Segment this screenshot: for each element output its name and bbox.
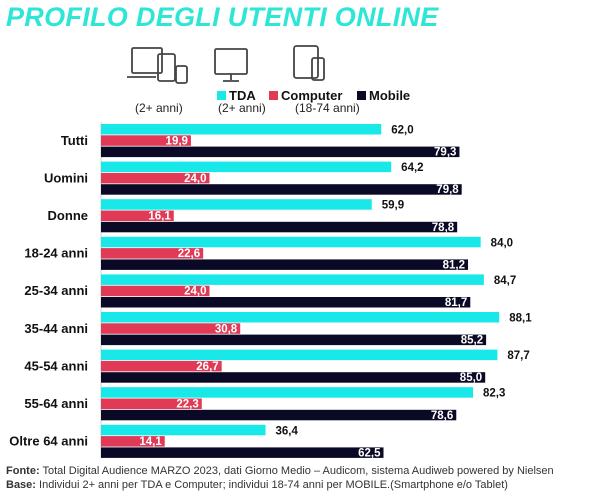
bar-computer-18-24-anni <box>101 248 204 259</box>
footer-source: Fonte: Total Digital Audience MARZO 2023… <box>6 465 554 477</box>
data-label-tda-oltre-64-anni: 36,4 <box>276 425 299 437</box>
sublabel-computer: (2+ anni) <box>218 101 266 115</box>
bar-computer-uomini <box>101 172 210 184</box>
data-label-computer-tutti: 19,9 <box>166 135 188 147</box>
category-label-uomini: Uomini <box>44 170 88 185</box>
device-icons <box>127 45 325 84</box>
legend-item-computer: Computer <box>269 88 342 103</box>
bar-tda-25-34-anni <box>101 274 484 285</box>
data-label-computer-uomini: 24,0 <box>184 173 206 185</box>
chart-title: PROFILO DEGLI UTENTI ONLINE <box>6 2 439 32</box>
data-label-mobile-35-44-anni: 85,2 <box>461 335 483 347</box>
bar-mobile-18-24-anni <box>101 259 469 270</box>
category-label-tutti: Tutti <box>61 133 88 148</box>
category-label-25-34-anni: 25-34 anni <box>24 283 88 298</box>
data-label-mobile-55-64-anni: 78,6 <box>431 410 453 422</box>
bar-mobile-55-64-anni <box>101 409 457 421</box>
data-label-mobile-25-34-anni: 81,7 <box>445 297 467 309</box>
legend-swatch-mobile <box>357 91 366 100</box>
data-label-tda-donne: 59,9 <box>382 200 404 212</box>
bar-tda-tutti <box>101 124 382 135</box>
data-label-mobile-uomini: 79,8 <box>436 184 459 196</box>
sublabel-mobile: (18-74 anni) <box>295 101 360 115</box>
bar-tda-45-54-anni <box>101 349 498 361</box>
bar-mobile-45-54-anni <box>101 372 486 383</box>
bar-chart: Tutti 62,0 19,9 79,3 Uomini 64,2 24,0 79,8 Donne… <box>9 122 532 459</box>
legend-item-tda: TDA <box>217 88 256 103</box>
data-label-tda-uomini: 64,2 <box>401 162 423 174</box>
laptop-tablet-phone-icon <box>127 47 188 84</box>
data-label-computer-35-44-anni: 30,8 <box>215 323 238 335</box>
data-label-mobile-oltre-64-anni: 62,5 <box>358 447 381 459</box>
bar-tda-18-24-anni <box>101 236 481 248</box>
data-label-computer-oltre-64-anni: 14,1 <box>139 436 162 448</box>
category-label-donne: Donne <box>48 208 88 223</box>
tablet-phone-icon <box>293 45 325 81</box>
bar-tda-donne <box>101 199 372 210</box>
data-label-tda-18-24-anni: 84,0 <box>491 237 513 249</box>
data-label-computer-18-24-anni: 22,6 <box>178 248 200 260</box>
data-label-tda-45-54-anni: 87,7 <box>507 350 529 362</box>
bar-mobile-donne <box>101 221 458 233</box>
data-label-mobile-tutti: 79,3 <box>434 147 456 159</box>
category-label-oltre-64-anni: Oltre 64 anni <box>9 434 88 449</box>
footer-base: Base: Individui 2+ anni per TDA e Comput… <box>6 479 508 491</box>
bar-computer-tutti <box>101 135 191 146</box>
bar-computer-oltre-64-anni <box>101 436 165 447</box>
bar-computer-donne <box>101 210 174 221</box>
sublabel-tda: (2+ anni) <box>135 101 183 115</box>
data-label-mobile-45-54-anni: 85,0 <box>460 372 482 384</box>
bar-computer-45-54-anni <box>101 360 222 372</box>
data-label-tda-tutti: 62,0 <box>391 125 413 137</box>
data-label-computer-55-64-anni: 22,3 <box>176 399 198 411</box>
bar-mobile-25-34-anni <box>101 297 471 308</box>
legend-item-mobile: Mobile <box>357 88 410 103</box>
bar-tda-oltre-64-anni <box>101 424 266 436</box>
data-label-tda-55-64-anni: 82,3 <box>483 388 505 400</box>
bar-mobile-oltre-64-anni <box>101 447 384 458</box>
bar-mobile-tutti <box>101 146 460 158</box>
category-label-45-54-anni: 45-54 anni <box>24 358 88 373</box>
bar-tda-uomini <box>101 161 392 173</box>
data-label-mobile-donne: 78,8 <box>432 222 455 234</box>
legend-swatch-computer <box>269 91 278 100</box>
bar-tda-55-64-anni <box>101 387 473 398</box>
data-label-computer-25-34-anni: 24,0 <box>184 286 206 298</box>
data-label-tda-35-44-anni: 88,1 <box>509 313 532 325</box>
bar-mobile-uomini <box>101 184 462 195</box>
bar-tda-35-44-anni <box>101 312 500 323</box>
footer: Fonte: Total Digital Audience MARZO 2023… <box>6 464 554 492</box>
category-label-55-64-anni: 55-64 anni <box>24 396 88 411</box>
bar-mobile-35-44-anni <box>101 334 487 346</box>
bar-computer-35-44-anni <box>101 323 241 334</box>
data-label-tda-25-34-anni: 84,7 <box>494 275 516 287</box>
data-label-mobile-18-24-anni: 81,2 <box>443 259 465 271</box>
data-label-computer-donne: 16,1 <box>148 211 171 223</box>
category-label-35-44-anni: 35-44 anni <box>24 321 88 336</box>
bar-computer-55-64-anni <box>101 398 202 409</box>
data-label-computer-45-54-anni: 26,7 <box>196 361 218 373</box>
desktop-monitor-icon <box>214 48 248 82</box>
bar-computer-25-34-anni <box>101 285 210 297</box>
legend-swatch-tda <box>217 91 226 100</box>
category-label-18-24-anni: 18-24 anni <box>24 246 88 261</box>
